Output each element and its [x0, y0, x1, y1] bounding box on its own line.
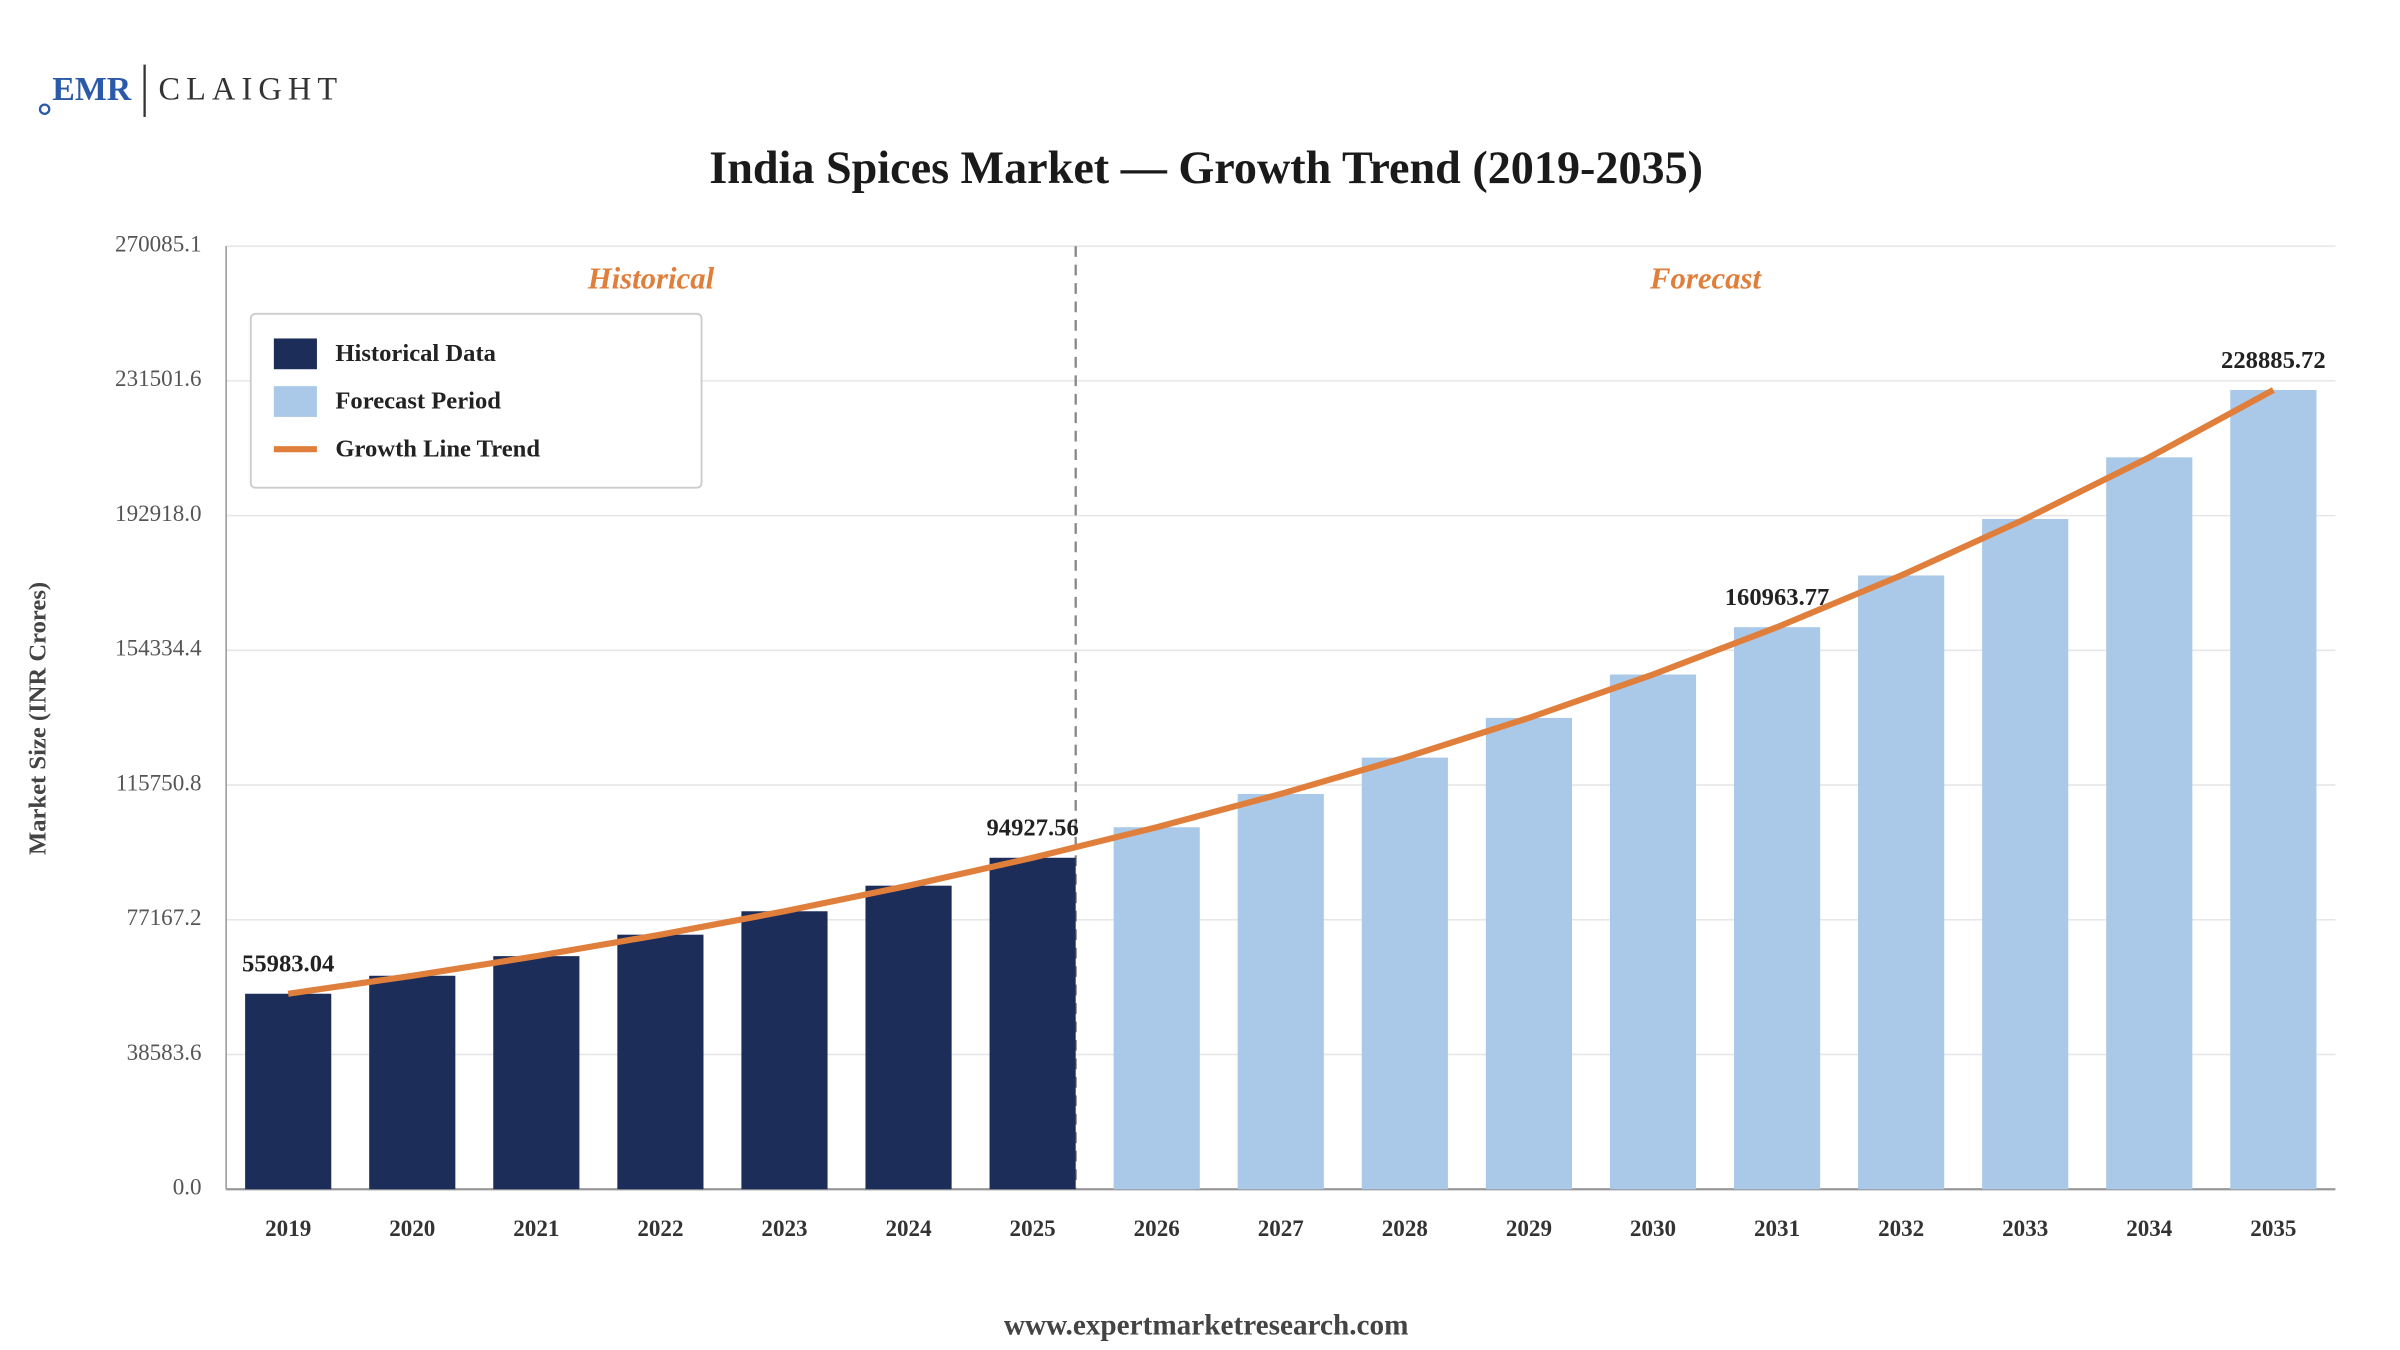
x-tick-label: 2030	[1630, 1215, 1676, 1241]
data-label: 160963.77	[1725, 584, 1830, 611]
y-tick-label: 154334.4	[115, 635, 202, 661]
y-tick-label: 270085.1	[115, 230, 201, 256]
x-tick-label: 2024	[885, 1215, 932, 1241]
y-tick-label: 115750.8	[116, 769, 202, 795]
period-annotation: Historical	[587, 262, 715, 296]
legend-swatch	[273, 386, 317, 417]
x-tick-label: 2023	[761, 1215, 807, 1241]
bar	[989, 857, 1076, 1190]
legend-label: Growth Line Trend	[335, 435, 540, 462]
bar	[245, 993, 332, 1190]
data-label: 228885.72	[2221, 347, 2326, 374]
bar	[1237, 793, 1324, 1190]
bar	[1113, 827, 1200, 1190]
x-tick-label: 2031	[1754, 1215, 1800, 1241]
bar	[1733, 627, 1821, 1190]
x-tick-label: 2032	[1878, 1215, 1924, 1241]
x-tick-label: 2020	[389, 1215, 435, 1241]
x-tick-label: 2021	[513, 1215, 559, 1241]
bar	[1485, 717, 1572, 1190]
bar	[1982, 519, 2069, 1190]
x-tick-label: 2027	[1258, 1215, 1304, 1241]
legend-swatch	[273, 338, 317, 370]
bar	[493, 956, 580, 1190]
bar	[2230, 390, 2317, 1190]
y-tick-label: 0.0	[173, 1174, 202, 1200]
x-tick-label: 2028	[1382, 1215, 1428, 1241]
trend-line	[287, 387, 2275, 997]
bar	[865, 885, 952, 1190]
bar	[617, 934, 704, 1190]
bar	[1858, 575, 1945, 1190]
footer: www.expertmarketresearch.com	[1004, 1309, 1409, 1341]
x-tick-label: 2035	[2250, 1215, 2296, 1241]
x-tick-label: 2034	[2126, 1215, 2173, 1241]
y-axis-label: Market Size (INR Crores)	[25, 582, 52, 855]
legend-label: Historical Data	[335, 340, 496, 367]
logo-icon	[38, 103, 51, 116]
chart-title: India Spices Market — Growth Trend (2019…	[709, 142, 1703, 193]
y-tick-label: 231501.6	[115, 365, 201, 391]
y-tick-label: 192918.0	[115, 500, 201, 526]
legend-label: Forecast Period	[335, 388, 501, 415]
x-tick-label: 2019	[265, 1215, 311, 1241]
logo-left: EMR	[52, 71, 131, 108]
x-tick-label: 2026	[1134, 1215, 1180, 1241]
x-tick-label: 2022	[637, 1215, 683, 1241]
y-tick-label: 77167.2	[127, 904, 202, 930]
x-tick-label: 2033	[2002, 1215, 2048, 1241]
data-label: 55983.04	[242, 951, 334, 978]
bar	[741, 911, 828, 1190]
x-tick-label: 2025	[1010, 1215, 1056, 1241]
logo-right: CLAIGHT	[158, 71, 343, 107]
bar	[1609, 674, 1697, 1190]
bar	[1361, 757, 1448, 1190]
y-tick-label: 38583.6	[127, 1039, 202, 1065]
data-label: 94927.56	[986, 815, 1078, 842]
legend-box	[249, 312, 703, 489]
bar	[2106, 457, 2193, 1190]
x-tick-label: 2029	[1506, 1215, 1552, 1241]
period-annotation: Forecast	[1649, 262, 1762, 296]
bar	[369, 975, 456, 1190]
